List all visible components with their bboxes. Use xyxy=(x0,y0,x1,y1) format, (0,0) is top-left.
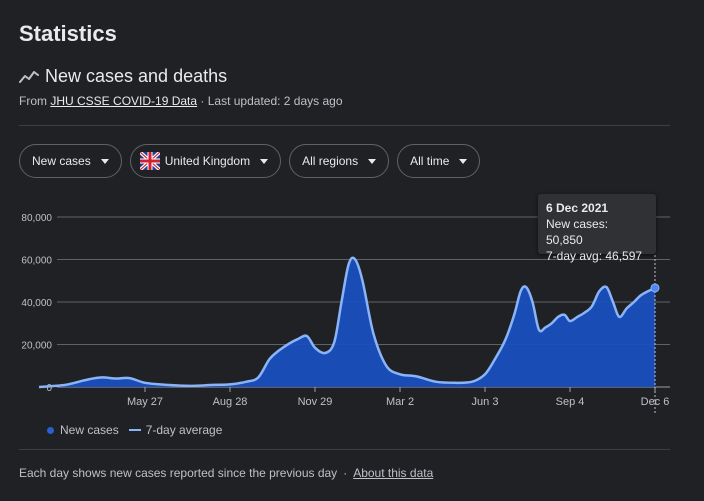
y-tick-label: 0 xyxy=(46,383,52,394)
tooltip-cases: New cases: 50,850 xyxy=(546,217,609,247)
legend-avg-marker xyxy=(128,429,141,431)
footer-separator: · xyxy=(343,466,348,480)
regions-dropdown[interactable]: All regions xyxy=(289,144,390,178)
new-cases-area xyxy=(38,257,655,387)
divider-top xyxy=(19,125,670,126)
tooltip-date: 6 Dec 2021 xyxy=(546,201,609,215)
time-range-dropdown[interactable]: All time xyxy=(397,144,481,178)
legend-cases-marker xyxy=(47,426,54,434)
page-title: Statistics xyxy=(19,21,117,46)
footer-note: Each day shows new cases reported since … xyxy=(19,466,338,480)
section-title: New cases and deaths xyxy=(45,66,228,86)
regions-label: All regions xyxy=(302,154,359,168)
legend-cases-label: New cases xyxy=(60,423,119,437)
chevron-down-icon xyxy=(459,158,468,164)
x-tick-label: Sep 4 xyxy=(556,396,585,408)
country-dropdown[interactable]: United Kingdom xyxy=(129,144,282,178)
tooltip-avg: 7-day avg: 46,597 xyxy=(546,249,643,263)
x-tick-label: Nov 29 xyxy=(298,396,333,408)
hover-point-marker xyxy=(650,283,660,293)
chart-tooltip: 6 Dec 2021 New cases: 50,850 7-day avg: … xyxy=(538,194,656,263)
y-tick-label: 20,000 xyxy=(21,341,52,352)
source-prefix: From xyxy=(19,94,47,108)
source-line: From JHU CSSE COVID-19 Data · Last updat… xyxy=(19,94,343,108)
y-tick-label: 60,000 xyxy=(21,256,52,267)
divider-bottom xyxy=(19,449,670,450)
trend-line-icon xyxy=(19,70,39,83)
chevron-down-icon xyxy=(100,158,109,164)
x-tick-label: Dec 6 xyxy=(641,396,670,408)
time-range-label: All time xyxy=(410,154,450,168)
source-link[interactable]: JHU CSSE COVID-19 Data xyxy=(50,94,198,108)
section-header: New cases and deaths xyxy=(19,66,227,87)
filter-bar: New cases United Kingdom All regions All… xyxy=(19,144,488,178)
country-label: United Kingdom xyxy=(164,154,251,168)
y-tick-label: 80,000 xyxy=(21,213,52,224)
x-tick-label: Aug 28 xyxy=(213,396,248,408)
y-tick-label: 40,000 xyxy=(21,298,52,309)
metric-dropdown[interactable]: New cases xyxy=(19,144,122,178)
x-tick-label: May 27 xyxy=(127,396,163,408)
x-tick-label: Jun 3 xyxy=(472,396,499,408)
about-data-link[interactable]: About this data xyxy=(353,466,434,480)
legend-avg-label: 7-day average xyxy=(145,423,223,437)
seven-day-average-line xyxy=(38,256,656,389)
footer: Each day shows new cases reported since … xyxy=(19,466,433,480)
uk-flag-icon xyxy=(139,152,160,170)
chart-legend: New cases 7-day average xyxy=(47,423,222,437)
chevron-down-icon xyxy=(260,158,269,164)
x-tick-label: Mar 2 xyxy=(386,396,414,408)
metric-label: New cases xyxy=(32,154,91,168)
last-updated: · Last updated: 2 days ago xyxy=(200,94,343,108)
chevron-down-icon xyxy=(368,158,377,164)
